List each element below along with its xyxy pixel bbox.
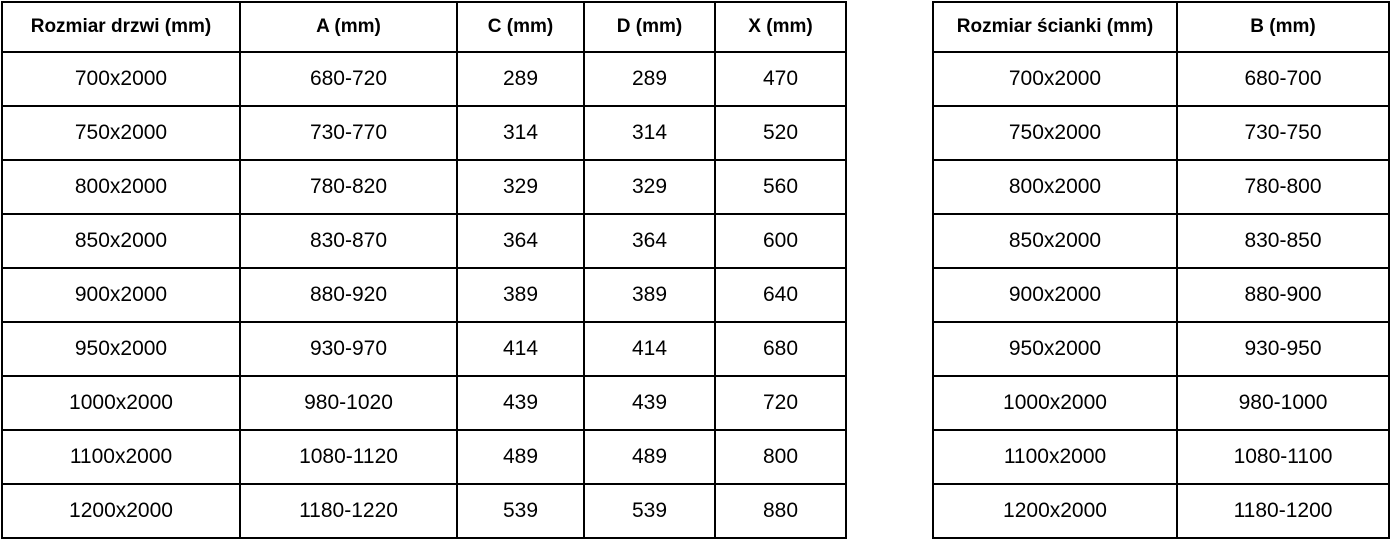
wall-panel-size-table: Rozmiar ścianki (mm) B (mm) 700x2000 680…: [932, 1, 1390, 539]
cell: 1200x2000: [932, 483, 1178, 539]
table-row: 800x2000 780-800: [932, 159, 1390, 215]
cell: 1180-1220: [239, 483, 458, 539]
table-row: 1100x2000 1080-1120 489 489 800: [1, 429, 847, 485]
cell: 329: [456, 159, 585, 215]
cell: 289: [583, 51, 716, 107]
cell: 680-720: [239, 51, 458, 107]
cell: 800x2000: [932, 159, 1178, 215]
cell: 640: [714, 267, 847, 323]
cell: 880-900: [1176, 267, 1390, 323]
cell: 364: [456, 213, 585, 269]
cell: 1100x2000: [932, 429, 1178, 485]
cell: 880: [714, 483, 847, 539]
cell: 850x2000: [1, 213, 241, 269]
cell: 1180-1200: [1176, 483, 1390, 539]
table-row: 750x2000 730-770 314 314 520: [1, 105, 847, 161]
cell: 950x2000: [932, 321, 1178, 377]
cell: 289: [456, 51, 585, 107]
cell: 1080-1120: [239, 429, 458, 485]
cell: 700x2000: [1, 51, 241, 107]
table-row: 850x2000 830-870 364 364 600: [1, 213, 847, 269]
table-row: 1200x2000 1180-1220 539 539 880: [1, 483, 847, 539]
cell: 489: [583, 429, 716, 485]
cell: 364: [583, 213, 716, 269]
cell: 414: [456, 321, 585, 377]
table-row: 1000x2000 980-1000: [932, 375, 1390, 431]
table-row: 750x2000 730-750: [932, 105, 1390, 161]
cell: 730-750: [1176, 105, 1390, 161]
cell: 730-770: [239, 105, 458, 161]
column-header-c: C (mm): [456, 1, 585, 53]
cell: 830-850: [1176, 213, 1390, 269]
wall-table-header-row: Rozmiar ścianki (mm) B (mm): [932, 1, 1390, 53]
table-row: 700x2000 680-700: [932, 51, 1390, 107]
cell: 329: [583, 159, 716, 215]
cell: 750x2000: [932, 105, 1178, 161]
cell: 414: [583, 321, 716, 377]
cell: 539: [456, 483, 585, 539]
cell: 930-950: [1176, 321, 1390, 377]
cell: 950x2000: [1, 321, 241, 377]
cell: 930-970: [239, 321, 458, 377]
table-row: 850x2000 830-850: [932, 213, 1390, 269]
cell: 830-870: [239, 213, 458, 269]
table-row: 950x2000 930-950: [932, 321, 1390, 377]
cell: 680: [714, 321, 847, 377]
cell: 1000x2000: [1, 375, 241, 431]
cell: 700x2000: [932, 51, 1178, 107]
cell: 780-800: [1176, 159, 1390, 215]
cell: 314: [583, 105, 716, 161]
cell: 880-920: [239, 267, 458, 323]
table-row: 900x2000 880-920 389 389 640: [1, 267, 847, 323]
table-row: 1000x2000 980-1020 439 439 720: [1, 375, 847, 431]
cell: 489: [456, 429, 585, 485]
cell: 1200x2000: [1, 483, 241, 539]
table-row: 900x2000 880-900: [932, 267, 1390, 323]
cell: 520: [714, 105, 847, 161]
column-header-d: D (mm): [583, 1, 716, 53]
cell: 720: [714, 375, 847, 431]
cell: 900x2000: [932, 267, 1178, 323]
door-table-header-row: Rozmiar drzwi (mm) A (mm) C (mm) D (mm) …: [1, 1, 847, 53]
column-header-b: B (mm): [1176, 1, 1390, 53]
table-row: 700x2000 680-720 289 289 470: [1, 51, 847, 107]
cell: 1080-1100: [1176, 429, 1390, 485]
cell: 900x2000: [1, 267, 241, 323]
cell: 800: [714, 429, 847, 485]
table-row: 950x2000 930-970 414 414 680: [1, 321, 847, 377]
cell: 560: [714, 159, 847, 215]
table-row: 1100x2000 1080-1100: [932, 429, 1390, 485]
table-row: 800x2000 780-820 329 329 560: [1, 159, 847, 215]
cell: 800x2000: [1, 159, 241, 215]
cell: 680-700: [1176, 51, 1390, 107]
door-size-table: Rozmiar drzwi (mm) A (mm) C (mm) D (mm) …: [1, 1, 847, 539]
cell: 600: [714, 213, 847, 269]
cell: 389: [456, 267, 585, 323]
cell: 1100x2000: [1, 429, 241, 485]
cell: 439: [583, 375, 716, 431]
table-row: 1200x2000 1180-1200: [932, 483, 1390, 539]
cell: 470: [714, 51, 847, 107]
cell: 1000x2000: [932, 375, 1178, 431]
cell: 780-820: [239, 159, 458, 215]
column-header-rozmiar-drzwi: Rozmiar drzwi (mm): [1, 1, 241, 53]
cell: 750x2000: [1, 105, 241, 161]
column-header-x: X (mm): [714, 1, 847, 53]
cell: 980-1020: [239, 375, 458, 431]
cell: 389: [583, 267, 716, 323]
column-header-a: A (mm): [239, 1, 458, 53]
cell: 850x2000: [932, 213, 1178, 269]
column-header-rozmiar-scianki: Rozmiar ścianki (mm): [932, 1, 1178, 53]
cell: 980-1000: [1176, 375, 1390, 431]
cell: 439: [456, 375, 585, 431]
cell: 314: [456, 105, 585, 161]
cell: 539: [583, 483, 716, 539]
